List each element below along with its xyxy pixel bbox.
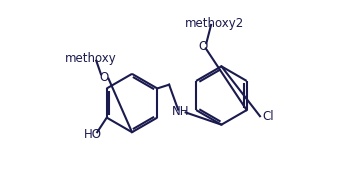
Text: methoxy: methoxy xyxy=(65,52,117,65)
Text: Cl: Cl xyxy=(262,110,274,123)
Text: methoxy2: methoxy2 xyxy=(185,17,244,30)
Text: O: O xyxy=(198,40,208,53)
Text: NH: NH xyxy=(172,105,190,118)
Text: HO: HO xyxy=(84,128,102,141)
Text: O: O xyxy=(100,71,109,84)
